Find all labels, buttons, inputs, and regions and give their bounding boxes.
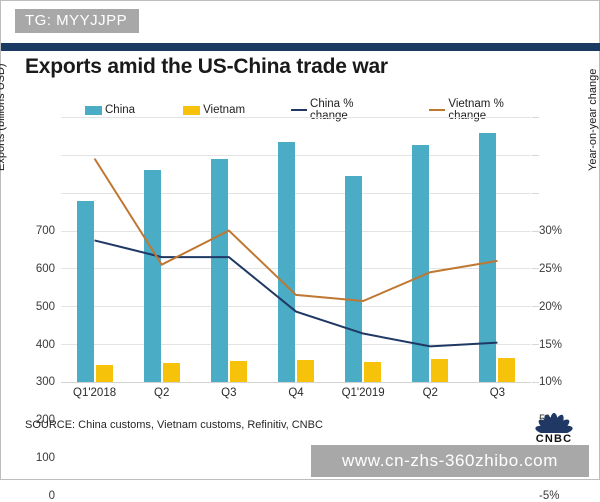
y-axis-tick-label: 600 bbox=[35, 262, 55, 275]
gridline bbox=[61, 268, 531, 270]
plot-area bbox=[61, 117, 539, 383]
source-note: SOURCE: China customs, Vietnam customs, … bbox=[25, 419, 323, 431]
y2-axis-tick-label: -5% bbox=[539, 490, 560, 502]
legend-swatch-vietnam-line-icon bbox=[429, 109, 446, 111]
gridline bbox=[61, 344, 531, 346]
gridline bbox=[61, 154, 531, 156]
line-series-overlay bbox=[93, 158, 498, 348]
y2-axis-tick-label: 30% bbox=[539, 225, 563, 237]
page-title: Exports amid the US-China trade war bbox=[25, 55, 388, 78]
cnbc-logo: CNBC bbox=[523, 399, 585, 445]
gridline bbox=[61, 192, 531, 194]
legend-label-vietnam: Vietnam bbox=[203, 104, 246, 116]
gridline bbox=[61, 117, 531, 118]
x-axis-tick-label: Q2 bbox=[422, 387, 438, 399]
bar-vietnam bbox=[364, 362, 382, 382]
legend-item-vietnam-pct: Vietnam % change bbox=[429, 98, 539, 122]
y-axis-tick-label: 200 bbox=[35, 414, 55, 427]
top-watermark-tag: TG: MYYJJPP bbox=[15, 9, 140, 33]
y2-axis-tick-label: 25% bbox=[539, 262, 563, 275]
bar-vietnam bbox=[498, 357, 516, 382]
bar-china bbox=[278, 141, 295, 382]
legend-item-china-pct: China % change bbox=[291, 98, 389, 122]
gridline bbox=[61, 230, 531, 232]
y-axis-tick-label: 100 bbox=[35, 452, 55, 465]
header-rule bbox=[1, 43, 600, 51]
y2-axis-tick-label: 10% bbox=[539, 376, 563, 389]
y2-axis-tick bbox=[532, 306, 539, 308]
bar-china bbox=[345, 176, 363, 382]
bar-china bbox=[76, 201, 94, 382]
legend-item-china: China bbox=[85, 104, 135, 116]
y2-axis-tick-label: 20% bbox=[539, 300, 563, 313]
bar-china bbox=[143, 170, 161, 382]
bottom-watermark: www.cn-zhs-360zhibo.com bbox=[311, 445, 589, 477]
legend-swatch-china-icon bbox=[85, 105, 102, 115]
y2-axis-tick bbox=[532, 382, 539, 383]
legend-item-vietnam: Vietnam bbox=[183, 104, 245, 116]
bar-vietnam bbox=[297, 360, 314, 382]
legend-label-vietnam-pct: Vietnam % change bbox=[448, 98, 504, 122]
y2-axis-tick bbox=[532, 344, 539, 346]
legend-label-china-pct: China % change bbox=[310, 98, 354, 122]
peacock-icon bbox=[535, 413, 573, 435]
x-axis-tick-label: Q3 bbox=[221, 387, 237, 399]
legend-label-china: China bbox=[105, 104, 136, 116]
y2-axis-tick-label: 15% bbox=[539, 338, 563, 351]
y2-axis-tick bbox=[532, 117, 539, 118]
y-axis-tick-label: 0 bbox=[48, 490, 55, 502]
y2-axis-tick bbox=[532, 268, 539, 270]
x-axis-tick-label: Q1'2018 bbox=[73, 387, 117, 399]
line-china-pct bbox=[94, 239, 498, 348]
cnbc-wordmark: CNBC bbox=[535, 433, 573, 445]
x-axis-labels: Q1'2018 Q2 Q3 Q4 Q1'2019 Q2 Q3 bbox=[61, 387, 531, 407]
y2-axis-tick bbox=[532, 154, 539, 156]
y-axis-tick-label: 400 bbox=[35, 338, 55, 351]
bar-china bbox=[412, 144, 430, 382]
bar-china bbox=[210, 159, 228, 382]
y2-axis-tick bbox=[532, 192, 539, 194]
y-axis-tick-label: 500 bbox=[35, 300, 55, 313]
x-axis-tick-label: Q3 bbox=[489, 387, 506, 399]
x-axis-tick-label: Q1'2019 bbox=[341, 387, 385, 399]
gridline bbox=[61, 306, 531, 308]
bar-vietnam bbox=[431, 359, 449, 382]
bar-china bbox=[479, 133, 497, 382]
bar-vietnam bbox=[95, 364, 113, 382]
x-axis-tick-label: Q2 bbox=[154, 387, 170, 399]
legend-swatch-vietnam-icon bbox=[183, 105, 201, 115]
bar-vietnam bbox=[229, 361, 247, 382]
bar-vietnam bbox=[162, 363, 180, 382]
line-vietnam-pct bbox=[93, 158, 498, 303]
x-axis-line bbox=[61, 382, 531, 383]
y2-axis-tick bbox=[532, 230, 539, 232]
x-axis-tick-label: Q4 bbox=[288, 387, 304, 399]
legend-swatch-china-line-icon bbox=[291, 109, 308, 111]
y-axis-tick-label: 300 bbox=[35, 376, 55, 389]
y-axis-tick-label: 700 bbox=[35, 225, 55, 237]
chart-legend: China Vietnam China % change Vietnam % c… bbox=[79, 98, 539, 122]
